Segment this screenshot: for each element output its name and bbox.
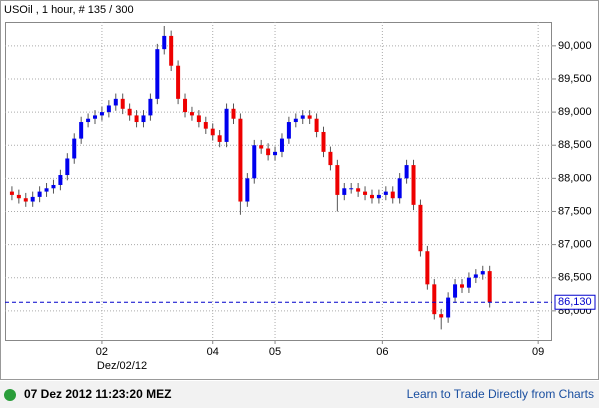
candle-body [16,194,21,199]
candle-body [176,65,181,99]
candle-body [106,105,111,113]
candle-body [411,165,416,205]
y-tick-label: 89,000 [558,106,592,118]
candle-body [321,131,326,152]
candle-body [453,284,458,298]
candle-body [473,274,478,278]
date-label: Dez/02/12 [97,360,147,372]
candle-body [363,191,368,195]
y-tick-label: 88,500 [558,139,592,151]
candle-body [279,138,284,152]
candle-body [369,194,374,199]
x-tick-label: 05 [269,346,281,358]
candle-body [162,35,167,50]
candle-body [446,297,451,318]
x-tick-label: 06 [376,346,388,358]
candle-body [141,115,146,123]
candle-body [293,118,298,123]
candle-body [65,158,70,176]
candle-body [273,151,278,156]
candle-body [245,178,250,202]
footer-bar [0,381,599,408]
candle-body [466,277,471,288]
candle-body [86,118,91,123]
candle-body [189,112,194,116]
candle-body [307,115,312,119]
candle-body [44,188,49,192]
y-tick-label: 90,000 [558,40,592,52]
candle-body [93,115,98,119]
status-icon [4,389,16,401]
plot-border [5,22,552,341]
candle-body [238,118,243,202]
candle-body [37,191,42,197]
candle-body [425,251,430,285]
candle-body [58,175,63,185]
candle-body [459,284,464,288]
y-tick-label: 88,000 [558,172,592,184]
candle-body [356,188,361,192]
candle-body [217,135,222,142]
candle-body [224,108,229,142]
candle-body [314,118,319,132]
y-tick-label: 89,500 [558,73,592,85]
candle-body [383,191,388,195]
candle-body [120,98,125,109]
candle-body [480,271,485,275]
chart-title: USOil , 1 hour, # 135 / 300 [4,4,134,16]
candle-body [169,35,174,66]
x-tick-label: 02 [96,346,108,358]
candle-body [231,108,236,119]
candle-body [404,165,409,179]
candle-body [286,122,291,139]
last-price-label: 86,130 [558,296,592,308]
candle-body [342,188,347,195]
candle-body [127,108,132,116]
candle-body [439,314,444,318]
candle-body [183,98,188,113]
candle-body [390,191,395,199]
candle-body [432,284,437,315]
timestamp: 07 Dez 2012 11:23:20 MEZ [24,387,171,401]
candle-body [328,151,333,166]
candle-body [51,184,56,189]
candle-body [300,115,305,119]
link[interactable]: Learn to Trade Directly from Charts [407,387,594,401]
candle-body [155,49,160,99]
candle-body [196,115,201,123]
candle-body [79,122,84,139]
x-tick-label: 04 [207,346,219,358]
candle-body [266,148,271,156]
candle-body [335,165,340,195]
candle-body [376,194,381,199]
candle-body [203,122,208,129]
y-tick-label: 87,000 [558,239,592,251]
x-tick-label: 09 [532,346,544,358]
candle-body [9,191,14,195]
candle-body [487,271,492,303]
last-price-box [554,294,596,310]
candle-body [259,145,264,149]
candle-body [72,138,77,159]
candle-body [418,204,423,252]
chart-frame [0,0,599,380]
candle-body [99,112,104,116]
candle-body [113,98,118,106]
candle-body [349,188,354,190]
candle-body [148,98,153,116]
y-tick-label: 86,500 [558,272,592,284]
candle-body [134,115,139,123]
y-tick-label: 87,500 [558,205,592,217]
candle-body [397,178,402,199]
candle-body [23,198,28,202]
candle-body [210,128,215,136]
candle-body [30,196,35,202]
candle-body [252,145,257,179]
